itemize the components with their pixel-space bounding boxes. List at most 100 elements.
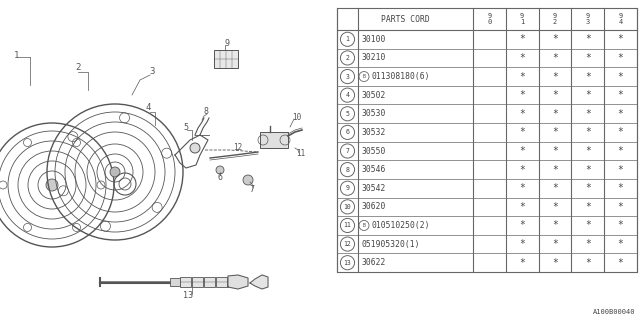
Text: *: * (618, 90, 623, 100)
Text: *: * (618, 239, 623, 249)
Text: *: * (552, 164, 558, 175)
Text: 9
3: 9 3 (586, 13, 590, 25)
Text: *: * (519, 109, 525, 119)
Text: *: * (585, 202, 591, 212)
Text: 9: 9 (346, 185, 349, 191)
Text: *: * (552, 53, 558, 63)
Text: *: * (585, 239, 591, 249)
Text: 9
1: 9 1 (520, 13, 524, 25)
Text: 051905320(1): 051905320(1) (362, 240, 420, 249)
Text: 011308180(6): 011308180(6) (371, 72, 429, 81)
Text: 30502: 30502 (362, 91, 387, 100)
Text: *: * (618, 72, 623, 82)
Text: B: B (363, 74, 365, 79)
Text: 10: 10 (344, 204, 351, 210)
Text: 30622: 30622 (362, 258, 387, 267)
Text: *: * (618, 146, 623, 156)
Text: *: * (618, 53, 623, 63)
Text: *: * (519, 53, 525, 63)
Text: 2: 2 (346, 55, 349, 61)
Bar (216, 277, 227, 287)
Text: *: * (552, 220, 558, 230)
Text: 11: 11 (344, 222, 351, 228)
Text: *: * (519, 90, 525, 100)
Text: *: * (618, 220, 623, 230)
Text: 13: 13 (183, 291, 193, 300)
Text: 12: 12 (234, 143, 243, 153)
Text: *: * (618, 127, 623, 137)
Text: 8: 8 (346, 167, 349, 172)
Text: *: * (585, 164, 591, 175)
Polygon shape (228, 275, 248, 289)
Text: *: * (552, 258, 558, 268)
Text: 1: 1 (14, 51, 19, 60)
Text: *: * (585, 53, 591, 63)
Text: 1: 1 (346, 36, 349, 42)
Text: 30530: 30530 (362, 109, 387, 118)
Text: *: * (519, 127, 525, 137)
Bar (180, 277, 191, 287)
Text: 5: 5 (346, 111, 349, 117)
Text: 4: 4 (145, 103, 150, 113)
Text: *: * (585, 90, 591, 100)
Text: 4: 4 (346, 92, 349, 98)
Bar (337, 8, 637, 272)
Text: *: * (618, 258, 623, 268)
Circle shape (243, 175, 253, 185)
Text: 6: 6 (346, 129, 349, 135)
Text: 7: 7 (346, 148, 349, 154)
Text: A100B00040: A100B00040 (593, 309, 635, 315)
Text: 30546: 30546 (362, 165, 387, 174)
Text: *: * (552, 239, 558, 249)
Text: *: * (585, 146, 591, 156)
Text: 5: 5 (183, 124, 188, 132)
Text: 30532: 30532 (362, 128, 387, 137)
Text: *: * (519, 239, 525, 249)
Text: 13: 13 (344, 260, 351, 266)
Circle shape (110, 167, 120, 177)
Text: *: * (585, 183, 591, 193)
Text: 9: 9 (225, 39, 230, 49)
Circle shape (216, 166, 224, 174)
Text: 8: 8 (204, 108, 209, 116)
Bar (204, 277, 215, 287)
Text: 9
4: 9 4 (618, 13, 623, 25)
Text: *: * (552, 72, 558, 82)
Text: 30550: 30550 (362, 147, 387, 156)
Text: 30210: 30210 (362, 53, 387, 62)
Text: *: * (552, 127, 558, 137)
Text: 3: 3 (149, 68, 155, 76)
Text: 3: 3 (346, 74, 349, 80)
Text: 9
0: 9 0 (487, 13, 492, 25)
Bar (192, 277, 203, 287)
Bar (260, 132, 288, 148)
Text: *: * (552, 34, 558, 44)
Text: *: * (552, 183, 558, 193)
Bar (170, 278, 180, 286)
Text: *: * (552, 146, 558, 156)
Text: *: * (618, 202, 623, 212)
Text: *: * (552, 202, 558, 212)
Text: *: * (585, 109, 591, 119)
Circle shape (190, 143, 200, 153)
Text: *: * (519, 220, 525, 230)
Text: *: * (618, 109, 623, 119)
Text: *: * (585, 72, 591, 82)
Text: *: * (585, 127, 591, 137)
Text: 30542: 30542 (362, 184, 387, 193)
Text: *: * (585, 258, 591, 268)
Text: *: * (552, 90, 558, 100)
Text: *: * (618, 34, 623, 44)
Text: *: * (519, 164, 525, 175)
Text: 2: 2 (76, 63, 81, 73)
Polygon shape (250, 275, 268, 289)
Text: 010510250(2): 010510250(2) (371, 221, 429, 230)
Text: 30100: 30100 (362, 35, 387, 44)
Text: *: * (519, 146, 525, 156)
Text: *: * (585, 220, 591, 230)
Text: *: * (618, 183, 623, 193)
Text: *: * (585, 34, 591, 44)
Text: 10: 10 (292, 114, 301, 123)
Text: *: * (519, 72, 525, 82)
Text: *: * (552, 109, 558, 119)
